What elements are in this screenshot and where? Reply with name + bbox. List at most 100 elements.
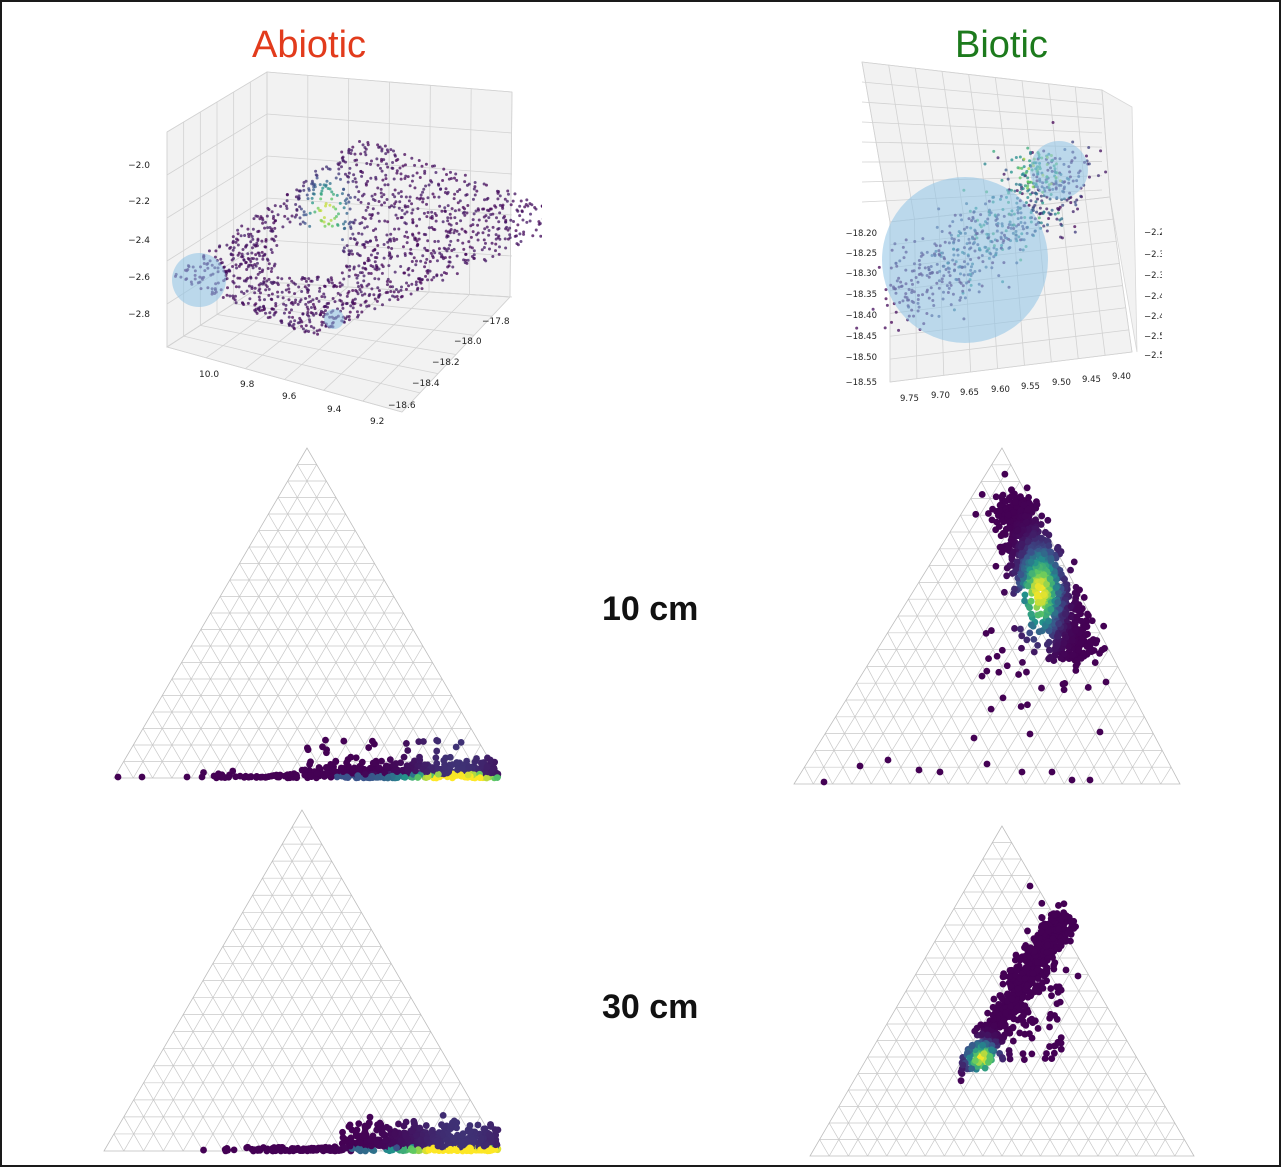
- grid-line: [1044, 666, 1118, 785]
- data-point: [236, 238, 240, 242]
- data-point: [1038, 206, 1042, 210]
- data-point: [414, 263, 418, 267]
- data-point: [347, 222, 351, 226]
- data-point: [353, 218, 357, 222]
- data-point: [307, 758, 314, 766]
- data-point: [371, 229, 375, 233]
- data-point: [339, 1128, 346, 1136]
- data-point: [405, 281, 409, 285]
- data-point: [309, 279, 313, 283]
- data-point: [528, 219, 532, 223]
- data-point: [401, 245, 405, 249]
- data-point: [249, 263, 253, 267]
- data-point: [263, 253, 267, 257]
- data-point: [273, 772, 281, 780]
- data-point: [426, 239, 430, 243]
- data-point: [356, 198, 360, 202]
- data-point: [248, 297, 252, 301]
- data-point: [1047, 211, 1051, 215]
- data-point: [335, 193, 339, 197]
- data-point: [355, 310, 359, 314]
- data-point: [512, 219, 516, 223]
- data-point: [997, 532, 1005, 540]
- data-point: [382, 193, 386, 197]
- data-point: [293, 319, 297, 323]
- data-point: [999, 694, 1007, 702]
- data-point: [373, 260, 377, 264]
- data-point: [336, 291, 340, 295]
- data-point: [1084, 154, 1088, 158]
- data-point: [328, 203, 332, 207]
- data-point: [1018, 155, 1022, 159]
- data-point: [269, 269, 273, 273]
- data-point: [249, 259, 253, 263]
- data-point: [323, 749, 330, 757]
- data-point: [482, 257, 486, 261]
- data-point: [1055, 589, 1062, 597]
- data-point: [438, 187, 442, 191]
- tick-label: −18.40: [846, 311, 877, 321]
- data-point: [260, 250, 264, 254]
- data-point: [1028, 159, 1032, 163]
- data-point: [1049, 590, 1057, 598]
- data-point: [342, 222, 346, 226]
- data-point: [426, 196, 430, 200]
- data-point: [327, 222, 331, 226]
- data-point: [362, 274, 366, 278]
- data-point: [407, 273, 411, 277]
- data-point: [501, 203, 505, 207]
- data-point: [431, 256, 435, 260]
- data-point: [348, 166, 352, 170]
- grid-line: [828, 842, 1012, 1157]
- data-point: [469, 1136, 477, 1143]
- data-point: [497, 234, 501, 238]
- data-point: [1060, 900, 1068, 908]
- data-point: [380, 159, 384, 163]
- data-point: [234, 263, 238, 267]
- data-point: [448, 170, 452, 174]
- data-point: [225, 277, 229, 281]
- data-point: [354, 772, 362, 780]
- data-point: [431, 192, 435, 196]
- data-point: [1080, 594, 1088, 601]
- data-point: [255, 261, 259, 265]
- data-point: [379, 191, 383, 195]
- data-point: [407, 284, 411, 288]
- data-point: [399, 177, 403, 181]
- data-point: [442, 167, 446, 171]
- data-point: [424, 773, 432, 781]
- data-point: [260, 308, 264, 312]
- ternary-grid: [113, 447, 501, 779]
- data-point: [454, 766, 461, 773]
- data-point: [413, 163, 417, 167]
- data-point: [306, 290, 310, 294]
- data-point: [506, 189, 510, 193]
- data-point: [357, 1139, 364, 1147]
- data-point: [345, 197, 349, 201]
- data-point: [1026, 180, 1030, 184]
- data-point: [1022, 157, 1026, 161]
- data-point: [183, 773, 191, 781]
- data-point: [355, 276, 359, 280]
- data-point: [485, 1131, 493, 1139]
- tick-label: −17.8: [482, 317, 510, 327]
- data-point: [261, 221, 265, 225]
- data-point: [390, 166, 394, 170]
- grid-line: [861, 81, 1103, 105]
- tick-label: −18.20: [846, 229, 877, 239]
- data-point: [392, 149, 396, 153]
- data-point: [298, 205, 302, 209]
- data-point: [1014, 182, 1018, 186]
- data-point: [1100, 622, 1108, 630]
- data-point: [380, 203, 384, 207]
- data-point: [258, 291, 262, 295]
- data-point: [408, 195, 412, 199]
- data-point: [393, 188, 397, 192]
- grid-line: [824, 733, 853, 785]
- data-point: [1062, 634, 1070, 641]
- data-point: [301, 766, 309, 774]
- data-point: [296, 302, 300, 306]
- data-point: [270, 307, 274, 311]
- data-point: [1055, 620, 1063, 628]
- data-point: [515, 242, 519, 246]
